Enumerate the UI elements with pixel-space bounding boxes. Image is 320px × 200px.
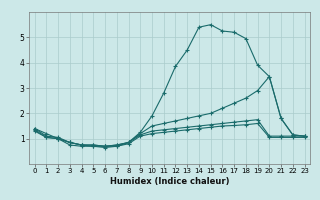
X-axis label: Humidex (Indice chaleur): Humidex (Indice chaleur) <box>110 177 229 186</box>
